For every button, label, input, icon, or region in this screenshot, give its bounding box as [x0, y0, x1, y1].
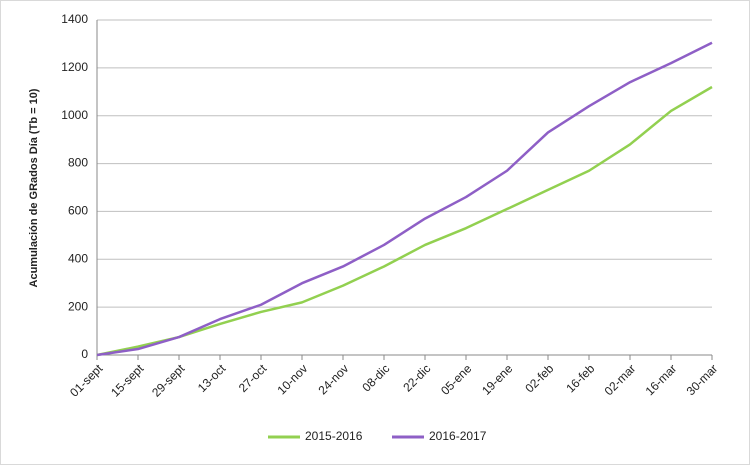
- y-tick-label: 1400: [61, 12, 88, 26]
- y-tick-label: 800: [68, 156, 88, 170]
- y-tick-label: 200: [68, 299, 88, 313]
- y-tick-label: 400: [68, 251, 88, 265]
- y-tick-label: 1200: [61, 60, 88, 74]
- y-axis-label: Acumulación de GRados Día (Tb = 10): [28, 88, 40, 287]
- data-line: [96, 41, 713, 357]
- legend-label: 2016-2017: [429, 429, 487, 443]
- y-tick-label: 1000: [61, 108, 88, 122]
- y-tick-label: 0: [81, 347, 88, 361]
- legend-label: 2015-2016: [305, 429, 363, 443]
- data-line: [96, 85, 713, 357]
- y-tick-label: 600: [68, 204, 88, 218]
